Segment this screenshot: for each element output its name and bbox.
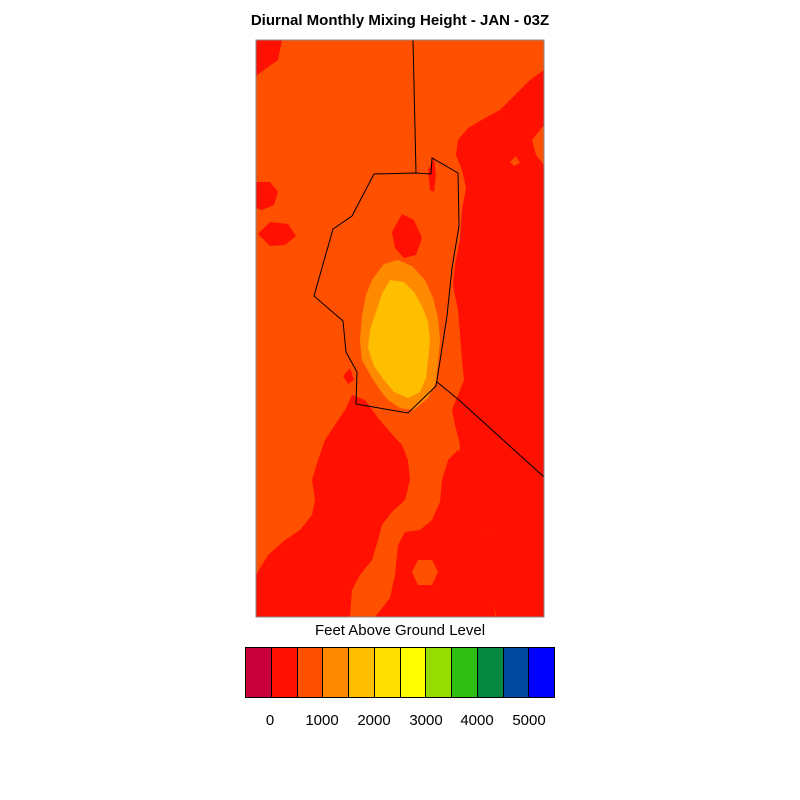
legend-swatch [452, 648, 478, 697]
field-orange-island [412, 560, 438, 585]
legend-title: Feet Above Ground Level [314, 622, 486, 639]
field-red-southwest [256, 395, 410, 617]
legend-tick-label: 1000 [305, 712, 339, 729]
field-red-island [258, 222, 296, 246]
legend-tick-label: 2000 [357, 712, 391, 729]
legend-tick-label: 4000 [460, 712, 494, 729]
field-red-island [392, 214, 422, 258]
field-orange-island [532, 125, 544, 165]
legend-tick-label: 0 [265, 712, 275, 729]
legend-swatch [503, 648, 530, 697]
legend-swatch [246, 648, 272, 697]
boundary-lines [313, 39, 545, 478]
field-red-island [428, 158, 436, 192]
legend-swatch [374, 648, 401, 697]
map-title: Diurnal Monthly Mixing Height - JAN - 03… [250, 12, 550, 29]
map-frame [255, 39, 545, 618]
field-red-island [332, 538, 346, 560]
field-red-east [452, 70, 544, 617]
legend-swatch [349, 648, 375, 697]
legend-tick-label: 5000 [512, 712, 546, 729]
legend-swatch [271, 648, 298, 697]
legend-swatch [400, 648, 427, 697]
field-red-south [375, 450, 495, 617]
legend-swatch [477, 648, 504, 697]
field-orange-island [510, 156, 520, 166]
field-red-island [256, 182, 278, 210]
legend-tick-label: 3000 [409, 712, 443, 729]
field-red-island [343, 368, 354, 384]
legend-swatch [529, 648, 554, 697]
legend-swatch [323, 648, 349, 697]
legend-colorbar [245, 647, 555, 698]
field-red-island [256, 40, 282, 76]
legend-swatch [297, 648, 324, 697]
legend-swatch [426, 648, 452, 697]
field-1500-2000 [368, 280, 430, 398]
